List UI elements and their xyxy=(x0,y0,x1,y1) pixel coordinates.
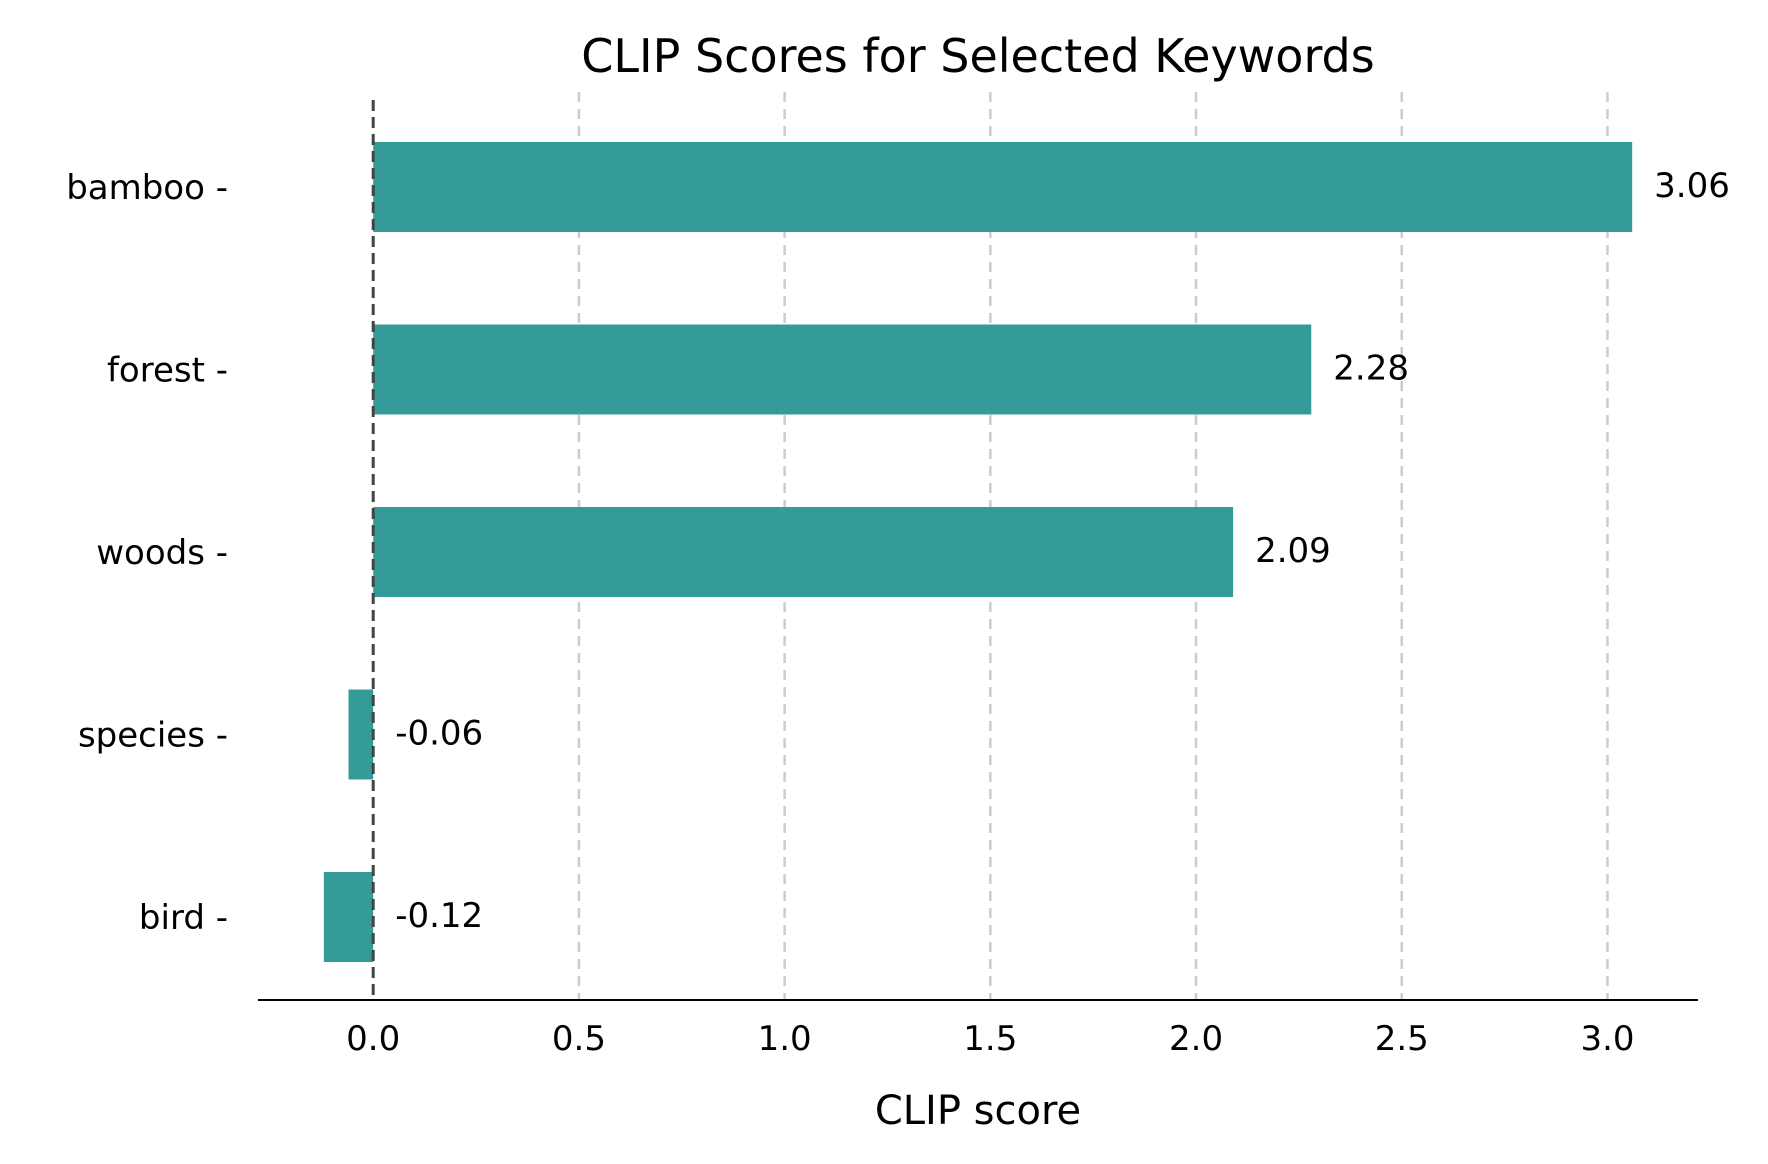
bar-forest xyxy=(373,324,1312,415)
y-ticks: bamboo - forest - woods - species - bird - xyxy=(66,168,228,938)
x-tick-label: 0.0 xyxy=(346,1019,400,1059)
bar-bamboo xyxy=(373,142,1633,232)
value-label: 2.28 xyxy=(1333,349,1409,389)
value-label: -0.06 xyxy=(395,714,483,754)
chart-title: CLIP Scores for Selected Keywords xyxy=(581,29,1374,83)
x-tick-label: 1.0 xyxy=(758,1019,812,1059)
x-tick-label: 2.5 xyxy=(1375,1019,1429,1059)
x-tick-label: 3.0 xyxy=(1580,1019,1634,1059)
value-label: -0.12 xyxy=(395,896,483,936)
y-tick-label: species - xyxy=(78,716,228,756)
x-tick-label: 2.0 xyxy=(1169,1019,1223,1059)
grid xyxy=(577,92,1609,1000)
value-labels: 3.06 2.28 2.09 -0.06 -0.12 xyxy=(395,166,1730,936)
x-axis-label: CLIP score xyxy=(875,1088,1081,1134)
x-tick-label: 0.5 xyxy=(552,1019,606,1059)
bar-bird xyxy=(323,872,374,962)
value-label: 3.06 xyxy=(1654,166,1730,206)
bars xyxy=(323,142,1633,962)
x-ticks: 0.0 0.5 1.0 1.5 2.0 2.5 3.0 xyxy=(346,1019,1634,1059)
bar-species xyxy=(348,689,374,780)
y-tick-label: forest - xyxy=(107,351,228,391)
bar-woods xyxy=(373,507,1234,597)
x-tick-label: 1.5 xyxy=(963,1019,1017,1059)
value-label: 2.09 xyxy=(1255,531,1331,571)
y-tick-label: bird - xyxy=(139,898,228,938)
y-tick-label: bamboo - xyxy=(66,168,228,208)
y-tick-label: woods - xyxy=(96,533,228,573)
